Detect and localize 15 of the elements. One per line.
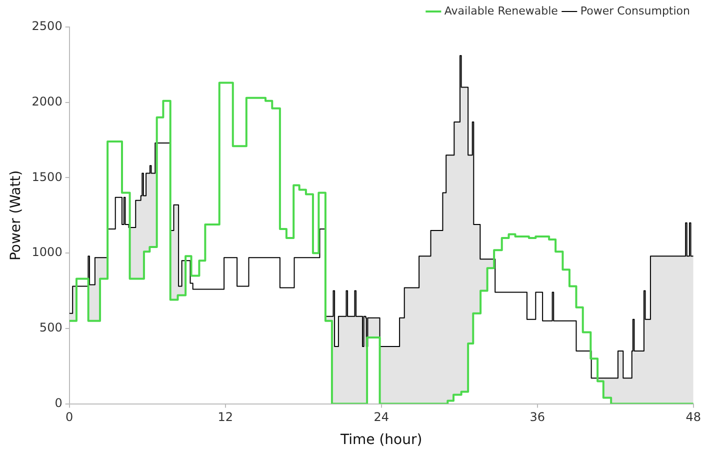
y-tick-label: 1000 (32, 245, 62, 260)
y-tick-label: 2000 (32, 94, 62, 108)
legend-label: Available Renewable (444, 4, 558, 18)
y-tick-label: 0 (54, 396, 62, 410)
x-tick-label: 12 (218, 410, 233, 424)
y-tick-label: 1500 (32, 170, 62, 184)
x-tick-label: 24 (374, 410, 389, 424)
y-tick-label: 2500 (32, 19, 62, 34)
y-axis-title: Power (Watt) (8, 170, 24, 261)
y-tick-label: 500 (39, 320, 62, 335)
legend-label: Power Consumption (580, 4, 690, 18)
x-tick-label: 0 (66, 410, 74, 424)
x-tick-label: 48 (686, 410, 702, 424)
x-tick-label: 36 (530, 410, 545, 424)
x-axis-title: Time (hour) (340, 432, 422, 448)
